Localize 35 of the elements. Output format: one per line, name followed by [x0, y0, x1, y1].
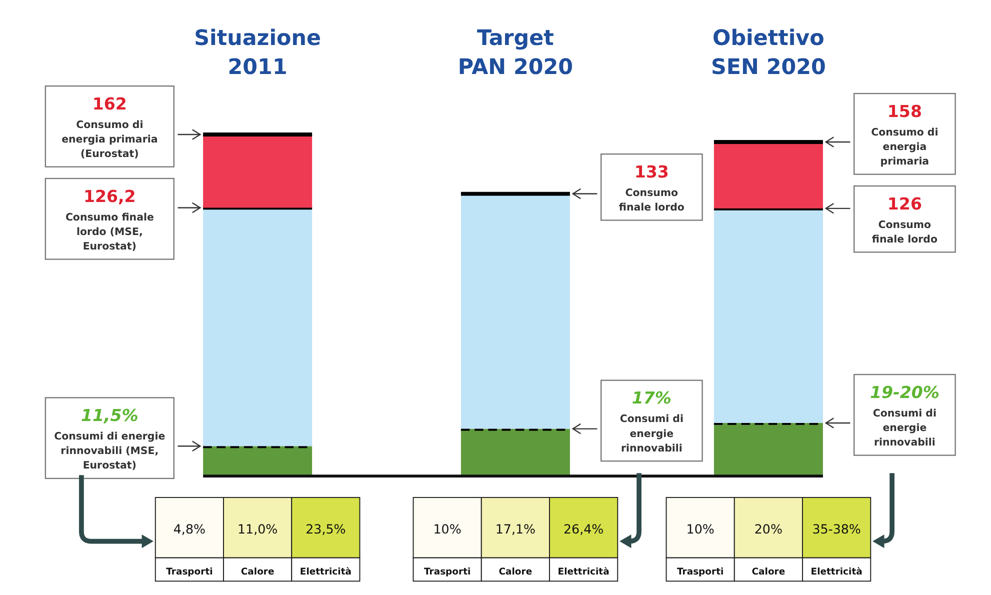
text: 17,1% [495, 521, 536, 536]
text: 26,4% [563, 521, 604, 536]
text: Calore [240, 566, 274, 578]
text: 126 Consumo finale lordo [872, 194, 938, 246]
text: 126,2 Consumo finale lordo (MSE, Eurostat) [65, 186, 154, 253]
bar [203, 134, 312, 208]
text: Elettricità [300, 566, 352, 578]
text: 158 Consumo di energia primaria [871, 102, 938, 168]
annotation: 17% Consumi di energie rinnovabili [620, 388, 684, 454]
text: 23,5% [306, 521, 346, 536]
text: Elettricità [558, 566, 610, 578]
text: Calore [498, 566, 532, 578]
text: Calore [752, 566, 786, 578]
bar [714, 142, 823, 208]
text: 4,8% [173, 521, 206, 536]
text: 20% [754, 521, 783, 536]
text: 35-38% [812, 521, 861, 536]
x-tick-label: Obiettivo SEN 2020 [711, 26, 826, 80]
bar [203, 208, 312, 446]
text: Trasporti [166, 566, 213, 578]
bar [203, 446, 312, 476]
text: 19-20% Consumi di energie rinnovabili [870, 382, 940, 449]
text: 11,5% Consumi di energie rinnovabili (MSE, Eurostat) [54, 406, 166, 472]
text: 11,0% [237, 521, 278, 536]
annotation: 133 Consumo finale lordo [618, 162, 684, 214]
text: 10% [686, 521, 714, 536]
text: Elettricità [810, 566, 862, 578]
text: Trasporti [677, 566, 724, 578]
x-tick-label: Situazione 2011 [194, 26, 321, 80]
bar [714, 422, 823, 476]
text: 10% [433, 521, 462, 536]
x-tick-label: Target PAN 2020 [458, 26, 574, 80]
text: Trasporti [424, 566, 471, 578]
text: 162 Consumo di energia primaria (Eurostat) [62, 94, 158, 160]
bar [714, 208, 823, 423]
